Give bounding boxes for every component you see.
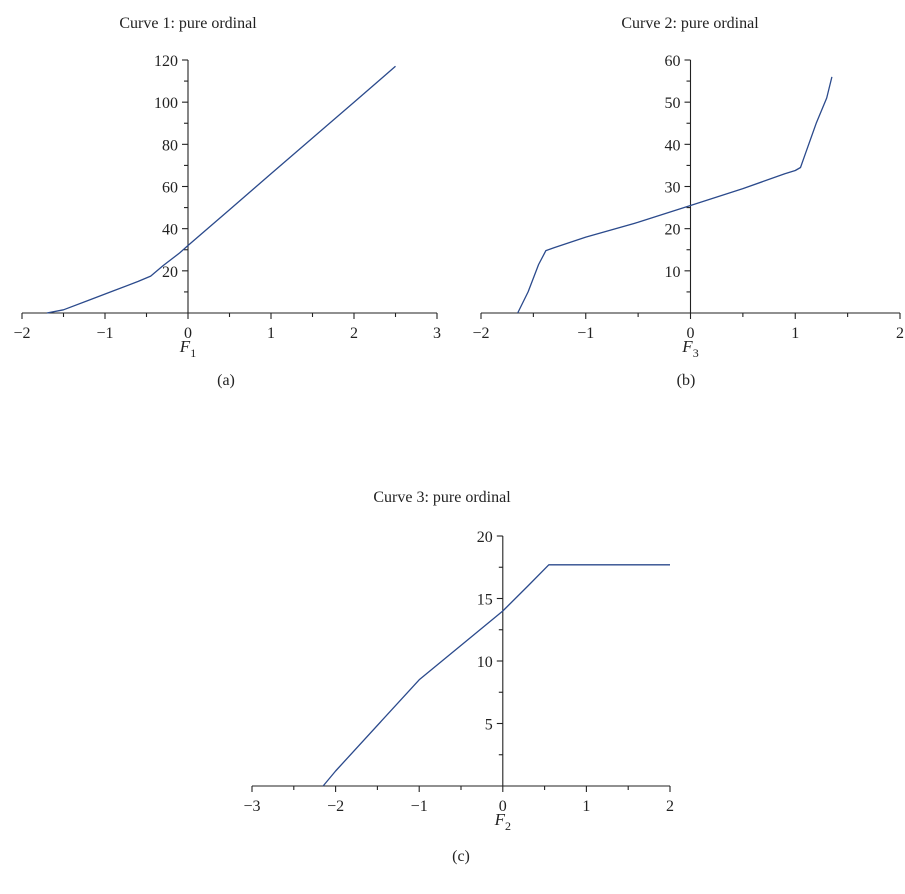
panel-caption: (c) (452, 848, 470, 865)
y-tick-label: 20 (477, 529, 493, 546)
x-tick-label: −1 (96, 325, 113, 342)
x-tick-label: 0 (499, 798, 507, 815)
y-tick-label: 20 (665, 222, 681, 239)
y-tick-label: 20 (162, 264, 178, 281)
x-axis-label-main: F (494, 810, 506, 829)
y-tick-label: 60 (665, 53, 681, 70)
x-axis-label: F1 (179, 337, 196, 360)
panel-caption: (a) (217, 372, 235, 389)
x-tick-label: −1 (411, 798, 428, 815)
x-tick-label: 3 (433, 325, 441, 342)
x-tick-label: −3 (243, 798, 260, 815)
x-axis-label: F2 (494, 810, 511, 833)
series-line (46, 65, 396, 314)
y-tick-label: 5 (485, 717, 493, 734)
y-tick-label: 15 (477, 592, 493, 609)
x-axis-label-main: F (681, 337, 693, 356)
x-tick-label: 2 (666, 798, 674, 815)
y-tick-label: 10 (665, 264, 681, 281)
y-tick-label: 50 (665, 95, 681, 112)
x-axis-label-subscript: 2 (505, 819, 511, 833)
x-axis-label: F3 (681, 337, 698, 360)
x-tick-label: 2 (350, 325, 358, 342)
panel-c-curve-3: Curve 3: pure ordinal−3 −2 −1 0 1 25101520F2(… (243, 489, 674, 865)
x-tick-label: 1 (791, 325, 799, 342)
x-tick-label: 1 (267, 325, 275, 342)
x-axis-label-main: F (179, 337, 191, 356)
x-axis-label-subscript: 1 (190, 346, 196, 360)
y-tick-label: 60 (162, 180, 178, 197)
series-line (322, 564, 670, 787)
chart-title: Curve 1: pure ordinal (119, 15, 257, 32)
panel-a-curve-1: Curve 1: pure ordinal −2 −1 0 1 2 3 20 40 60 80 100… (13, 15, 441, 389)
y-tick-label: 10 (477, 654, 493, 671)
y-tick-label: 80 (162, 137, 178, 154)
x-tick-label: −2 (327, 798, 344, 815)
y-tick-label: 100 (154, 95, 178, 112)
x-tick-label: 2 (896, 325, 904, 342)
x-tick-label: −2 (13, 325, 30, 342)
panel-b-curve-2: Curve 2: pure ordinal −2 −1 0 1 2 10 20 30 40 50 60… (472, 15, 904, 389)
chart-title: Curve 2: pure ordinal (621, 15, 759, 32)
x-tick-label: −2 (472, 325, 489, 342)
series-line (517, 76, 833, 314)
x-tick-label: 1 (582, 798, 590, 815)
x-tick-label: −1 (577, 325, 594, 342)
chart-title: Curve 3: pure ordinal (373, 489, 511, 506)
panel-caption: (b) (677, 372, 696, 389)
y-tick-label: 120 (154, 53, 178, 70)
x-tick-label: 0 (687, 325, 695, 342)
y-tick-label: 40 (162, 222, 178, 239)
x-tick-label: 0 (184, 325, 192, 342)
y-tick-label: 30 (665, 180, 681, 197)
y-tick-label: 40 (665, 137, 681, 154)
x-axis-label-subscript: 3 (693, 346, 699, 360)
